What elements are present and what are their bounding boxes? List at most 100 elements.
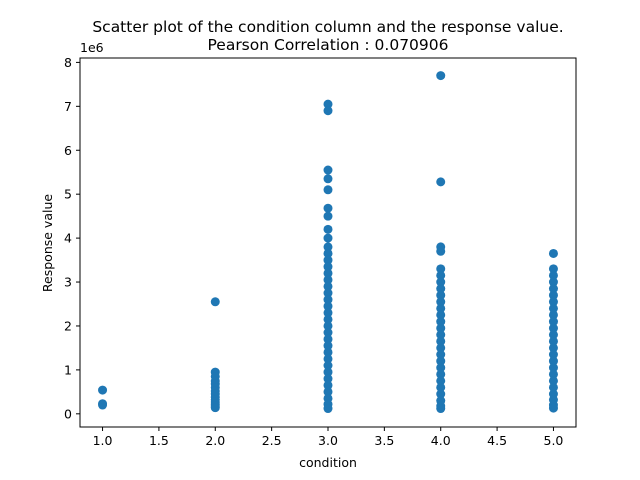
y-tick-label: 7 bbox=[64, 99, 72, 114]
x-tick-label: 3.5 bbox=[374, 433, 394, 448]
data-point bbox=[323, 361, 333, 370]
y-axis: 0 1 2 3 4 5 6 7 8 bbox=[64, 55, 80, 421]
data-point bbox=[548, 317, 558, 327]
data-point bbox=[436, 297, 446, 307]
data-point bbox=[436, 330, 446, 340]
x-tick-label: 4.0 bbox=[431, 433, 451, 448]
data-point bbox=[323, 174, 333, 184]
data-point bbox=[548, 403, 558, 413]
y-tick-label: 8 bbox=[64, 55, 72, 70]
data-point bbox=[323, 295, 333, 305]
data-point bbox=[323, 233, 333, 243]
data-point bbox=[323, 242, 333, 252]
data-point bbox=[548, 376, 558, 386]
data-point bbox=[436, 264, 446, 274]
x-tick-label: 3.0 bbox=[318, 433, 338, 448]
data-point bbox=[436, 303, 446, 313]
data-point bbox=[548, 270, 558, 280]
data-point bbox=[548, 350, 558, 360]
data-point bbox=[436, 343, 446, 353]
data-point bbox=[323, 301, 333, 311]
data-point bbox=[323, 211, 333, 221]
y-tick-label: 0 bbox=[64, 406, 72, 421]
data-point bbox=[323, 281, 333, 291]
chart-title: Scatter plot of the condition column and… bbox=[92, 18, 563, 36]
data-point bbox=[436, 404, 446, 414]
data-point bbox=[436, 317, 446, 327]
data-point bbox=[436, 356, 446, 366]
x-tick-label: 1.0 bbox=[93, 433, 113, 448]
data-point bbox=[548, 303, 558, 313]
data-point bbox=[323, 328, 333, 338]
data-point bbox=[436, 389, 446, 399]
data-point bbox=[548, 363, 558, 373]
data-point bbox=[210, 403, 220, 413]
x-tick-label: 2.5 bbox=[262, 433, 282, 448]
data-point bbox=[323, 248, 333, 258]
data-point bbox=[323, 334, 333, 344]
data-point bbox=[323, 387, 333, 397]
data-point bbox=[436, 350, 446, 360]
data-point bbox=[436, 290, 446, 300]
data-points bbox=[98, 71, 558, 414]
data-point bbox=[323, 165, 333, 175]
data-point bbox=[548, 264, 558, 274]
data-point bbox=[548, 330, 558, 340]
y-tick-label: 3 bbox=[64, 275, 72, 290]
data-point bbox=[323, 404, 333, 414]
data-point bbox=[436, 277, 446, 287]
y-tick-label: 5 bbox=[64, 187, 72, 202]
data-point bbox=[436, 336, 446, 346]
x-axis: 1.0 1.5 2.0 2.5 3.0 3.5 4.0 4.5 5.0 bbox=[93, 427, 564, 448]
data-point bbox=[323, 203, 333, 213]
data-point bbox=[210, 297, 220, 307]
data-point bbox=[436, 246, 446, 256]
data-point bbox=[323, 255, 333, 265]
data-point bbox=[323, 308, 333, 318]
data-point bbox=[436, 270, 446, 280]
data-point bbox=[323, 347, 333, 357]
data-point bbox=[548, 369, 558, 379]
x-tick-label: 4.5 bbox=[487, 433, 507, 448]
data-point bbox=[323, 288, 333, 298]
x-tick-label: 2.0 bbox=[205, 433, 225, 448]
y-axis-label: Response value bbox=[40, 194, 55, 292]
data-point bbox=[436, 363, 446, 373]
x-tick-label: 5.0 bbox=[544, 433, 564, 448]
data-point bbox=[436, 382, 446, 392]
y-tick-label: 1 bbox=[64, 362, 72, 377]
data-point bbox=[548, 343, 558, 353]
data-point bbox=[436, 177, 446, 187]
data-point bbox=[548, 284, 558, 294]
y-tick-label: 6 bbox=[64, 143, 72, 158]
data-point bbox=[323, 380, 333, 390]
data-point bbox=[98, 400, 108, 410]
data-point bbox=[323, 354, 333, 364]
data-point bbox=[436, 310, 446, 320]
data-point bbox=[548, 310, 558, 320]
y-tick-label: 2 bbox=[64, 318, 72, 333]
y-scale-label: 1e6 bbox=[80, 40, 104, 55]
x-tick-label: 1.5 bbox=[149, 433, 169, 448]
data-point bbox=[323, 341, 333, 351]
data-point bbox=[548, 297, 558, 307]
data-point bbox=[323, 321, 333, 331]
data-point bbox=[323, 99, 333, 109]
data-point bbox=[436, 71, 446, 81]
data-point bbox=[548, 382, 558, 392]
data-point bbox=[323, 314, 333, 324]
data-point bbox=[436, 284, 446, 294]
data-point bbox=[548, 323, 558, 333]
y-tick-label: 4 bbox=[64, 231, 72, 246]
data-point bbox=[548, 277, 558, 287]
data-point bbox=[323, 224, 333, 234]
x-axis-label: condition bbox=[299, 455, 357, 470]
data-point bbox=[323, 262, 333, 272]
data-point bbox=[323, 374, 333, 384]
data-point bbox=[323, 106, 333, 116]
data-point bbox=[323, 268, 333, 278]
data-point bbox=[98, 385, 108, 395]
data-point bbox=[323, 275, 333, 285]
data-point bbox=[323, 185, 333, 195]
